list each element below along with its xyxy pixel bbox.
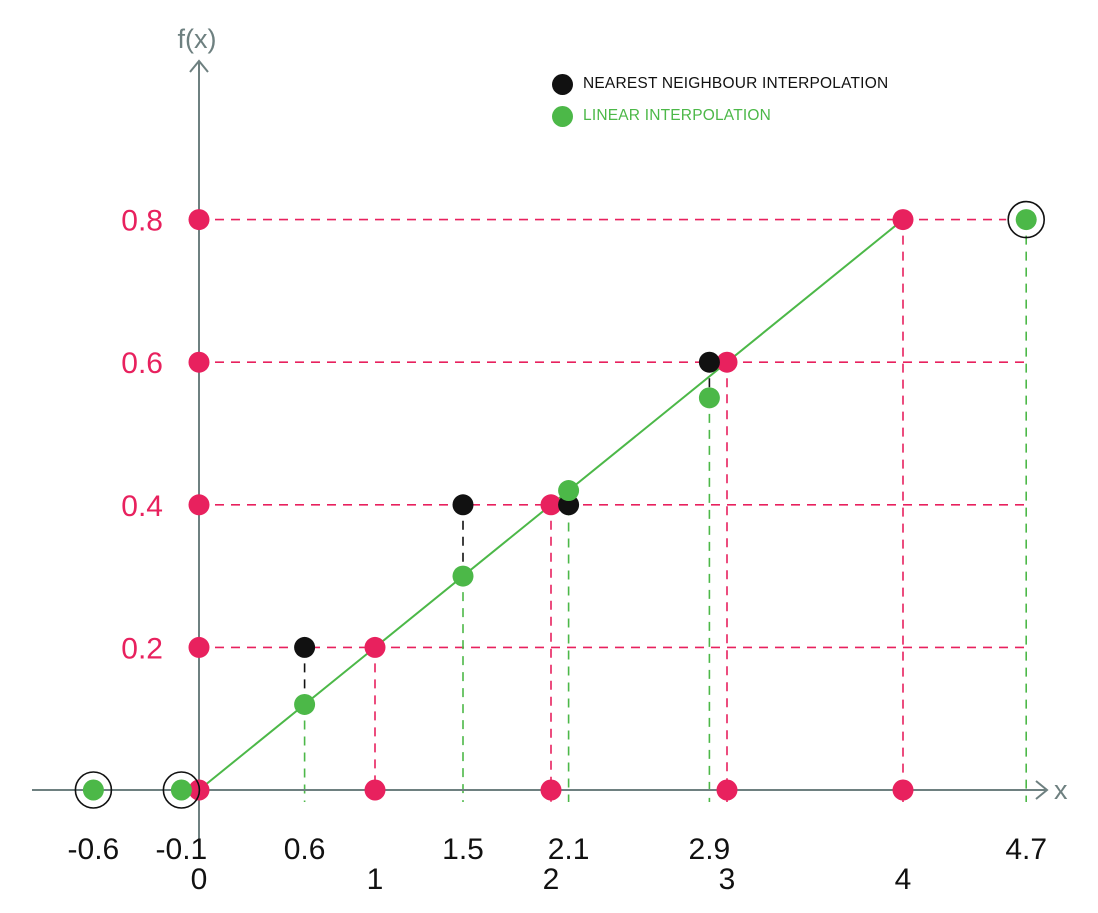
x-tick-label-upper: 2.1 (548, 833, 590, 866)
x-tick-label-lower: 2 (543, 863, 560, 896)
sample-point (364, 636, 386, 658)
sample-point-y-axis (188, 209, 210, 231)
legend-label-linear: LINEAR INTERPOLATION (583, 107, 772, 124)
linear-interpolation-point (558, 480, 580, 502)
sample-point (540, 494, 562, 516)
x-tick-label-upper: -0.6 (68, 833, 120, 866)
axes: x f(x) (32, 24, 1068, 846)
x-tick-label-lower: 1 (367, 863, 384, 896)
x-tick-label-upper: 0.6 (284, 833, 326, 866)
x-tick-label-upper: 1.5 (442, 833, 484, 866)
legend-item-nearest: NEAREST NEIGHBOUR INTERPOLATION (552, 68, 888, 100)
guide-lines (199, 218, 1027, 802)
sample-point-y-axis (188, 351, 210, 373)
x-tick-label-upper: -0.1 (156, 833, 208, 866)
sample-point-y-axis (188, 636, 210, 658)
y-tick-label: 0.4 (121, 490, 163, 523)
sample-point (716, 351, 738, 373)
legend-item-linear: LINEAR INTERPOLATION (552, 100, 888, 132)
sample-point-x-axis (364, 779, 386, 801)
x-axis-arrow-icon (1035, 780, 1049, 800)
sample-point-x-axis (540, 779, 562, 801)
linear-interpolation-point (452, 565, 474, 587)
sample-point-y-axis (188, 494, 210, 516)
linear-interpolation-point (698, 387, 720, 409)
linear-interpolation-point (1015, 209, 1037, 231)
x-tick-label-upper: 4.7 (1005, 833, 1047, 866)
linear-interpolation-point (82, 779, 104, 801)
sample-point-x-axis (892, 779, 914, 801)
x-tick-label-lower: 0 (191, 863, 208, 896)
y-axis-arrow-icon (189, 59, 209, 73)
legend-marker-nearest (552, 73, 573, 95)
data-points (74, 200, 1045, 809)
legend-label-nearest: NEAREST NEIGHBOUR INTERPOLATION (583, 75, 889, 92)
linear-interpolation-point (294, 693, 316, 715)
y-tick-label: 0.6 (121, 347, 163, 380)
nearest-neighbour-point (452, 494, 474, 516)
y-tick-label: 0.2 (121, 632, 163, 665)
x-tick-label-upper: 2.9 (689, 833, 731, 866)
x-tick-label-lower: 4 (895, 863, 912, 896)
y-axis-label: f(x) (178, 24, 217, 54)
tick-labels: 0.2 0.4 0.6 0.8 -0.6 -0.1 0.6 1.5 2.1 2.9 4.7 0 1 2 3 4 (68, 205, 1048, 896)
linear-interpolation-point (170, 779, 192, 801)
out-of-range-ring (162, 771, 201, 809)
nearest-neighbour-point (294, 636, 316, 658)
sample-point-x-axis (716, 779, 738, 801)
legend: NEAREST NEIGHBOUR INTERPOLATION LINEAR I… (552, 68, 888, 132)
legend-marker-linear (552, 105, 573, 127)
x-axis-label: x (1054, 775, 1068, 805)
x-tick-label-lower: 3 (719, 863, 736, 896)
sample-point (892, 209, 914, 231)
y-tick-label: 0.8 (121, 205, 163, 238)
nearest-neighbour-point (698, 351, 720, 373)
out-of-range-ring (1007, 200, 1045, 239)
out-of-range-ring (74, 771, 113, 809)
